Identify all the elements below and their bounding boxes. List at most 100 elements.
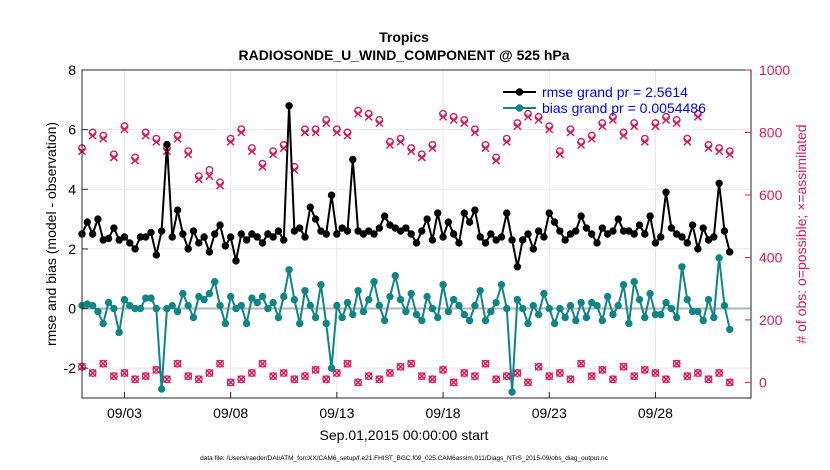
- obs-possible-point: [120, 369, 129, 377]
- rmse-point: [635, 221, 644, 229]
- rmse-point: [205, 248, 214, 256]
- bias-point: [370, 278, 378, 286]
- rmse-point: [349, 155, 357, 164]
- bias-point: [343, 298, 352, 307]
- obs-assimilated-point: [226, 378, 235, 387]
- obs-possible-point: [417, 372, 426, 381]
- obs-possible-point: [609, 375, 617, 384]
- bias-point: [481, 316, 490, 325]
- obs-assimilated-point: [523, 112, 533, 121]
- rmse-point: [476, 233, 484, 241]
- rmse-point: [529, 245, 538, 253]
- obs-possible-point: [99, 359, 108, 368]
- obs-assimilated-point: [99, 134, 108, 143]
- obs-assimilated-point: [492, 375, 501, 384]
- bias-point: [269, 298, 277, 307]
- obs-assimilated-point: [131, 375, 140, 384]
- obs-assimilated-point: [364, 112, 373, 121]
- obs-assimilated-point: [481, 144, 490, 153]
- bias-point: [94, 307, 102, 316]
- obs-assimilated-point: [311, 365, 320, 374]
- bias-point: [365, 295, 373, 304]
- rmse-point: [588, 230, 596, 238]
- obs-assimilated-point: [545, 125, 554, 134]
- bias-point: [683, 295, 691, 304]
- obs-assimilated-point: [577, 359, 586, 368]
- bias-point: [465, 316, 474, 325]
- obs-assimilated-point: [683, 372, 692, 381]
- rmse-point: [497, 233, 506, 241]
- rmse-point: [471, 206, 479, 214]
- bias-point: [662, 298, 670, 307]
- rmse-point: [242, 236, 251, 244]
- bias-point: [540, 289, 548, 298]
- obs-possible-point: [524, 378, 532, 387]
- y2-tick-label: 800: [759, 124, 783, 140]
- rmse-point: [407, 230, 415, 238]
- bias-point: [598, 316, 607, 325]
- bias-point: [407, 289, 415, 298]
- bias-point: [322, 319, 330, 328]
- obs-possible-point: [279, 369, 288, 377]
- obs-assimilated-point: [630, 372, 639, 381]
- y-axis-label: rmse and bias (model - observation): [43, 122, 59, 346]
- bias-point: [513, 295, 522, 304]
- obs-assimilated-point: [534, 115, 543, 125]
- rmse-point: [524, 230, 532, 238]
- obs-assimilated-point: [619, 362, 628, 371]
- rmse-point: [439, 233, 447, 241]
- rmse-point: [157, 227, 166, 235]
- obs-assimilated-point: [205, 172, 214, 181]
- bias-point: [444, 307, 453, 316]
- rmse-point: [550, 218, 559, 226]
- rmse-point: [152, 251, 161, 259]
- x-tick-label: 09/08: [213, 405, 248, 421]
- rmse-point: [94, 215, 102, 223]
- bias-point: [582, 313, 591, 322]
- obs-assimilated-point: [523, 378, 533, 387]
- bias-point: [301, 286, 309, 295]
- obs-assimilated-point: [354, 378, 363, 387]
- obs-assimilated-point: [375, 375, 384, 384]
- bias-point: [704, 295, 713, 304]
- x-tick-label: 09/03: [107, 405, 142, 421]
- rmse-point: [83, 218, 92, 226]
- bias-point: [200, 295, 208, 304]
- bias-point: [258, 292, 267, 301]
- obs-assimilated-point: [120, 125, 129, 134]
- rmse-point: [147, 228, 155, 237]
- bias-point: [205, 289, 214, 298]
- rmse-point: [126, 239, 134, 247]
- rmse-point: [710, 233, 718, 241]
- obs-assimilated-point: [662, 115, 671, 125]
- rmse-point: [503, 209, 511, 217]
- bias-point: [359, 307, 368, 316]
- obs-assimilated-point: [300, 372, 310, 381]
- obs-assimilated-point: [513, 368, 522, 378]
- obs-assimilated-point: [216, 359, 225, 368]
- obs-possible-point: [216, 359, 224, 368]
- bias-point: [248, 294, 256, 302]
- obs-assimilated-point: [715, 147, 724, 156]
- bias-point: [534, 310, 543, 319]
- rmse-point: [189, 227, 198, 235]
- rmse-point: [221, 242, 230, 250]
- obs-possible-point: [502, 372, 511, 381]
- bias-point: [556, 304, 564, 313]
- bias-point: [179, 289, 187, 298]
- obs-possible-point: [173, 359, 182, 368]
- bias-point: [667, 304, 676, 313]
- bias-point: [625, 319, 633, 328]
- obs-possible-point: [205, 369, 214, 377]
- obs-assimilated-point: [364, 372, 373, 381]
- bias-point: [226, 292, 235, 301]
- obs-assimilated-point: [662, 375, 671, 384]
- obs-assimilated-point: [417, 372, 426, 381]
- obs-assimilated-point: [300, 128, 310, 137]
- rmse-point: [258, 239, 267, 247]
- rmse-point: [226, 233, 235, 241]
- rmse-point: [295, 224, 304, 232]
- bias-point: [550, 319, 559, 328]
- obs-assimilated-point: [332, 368, 341, 378]
- bias-point: [237, 301, 245, 310]
